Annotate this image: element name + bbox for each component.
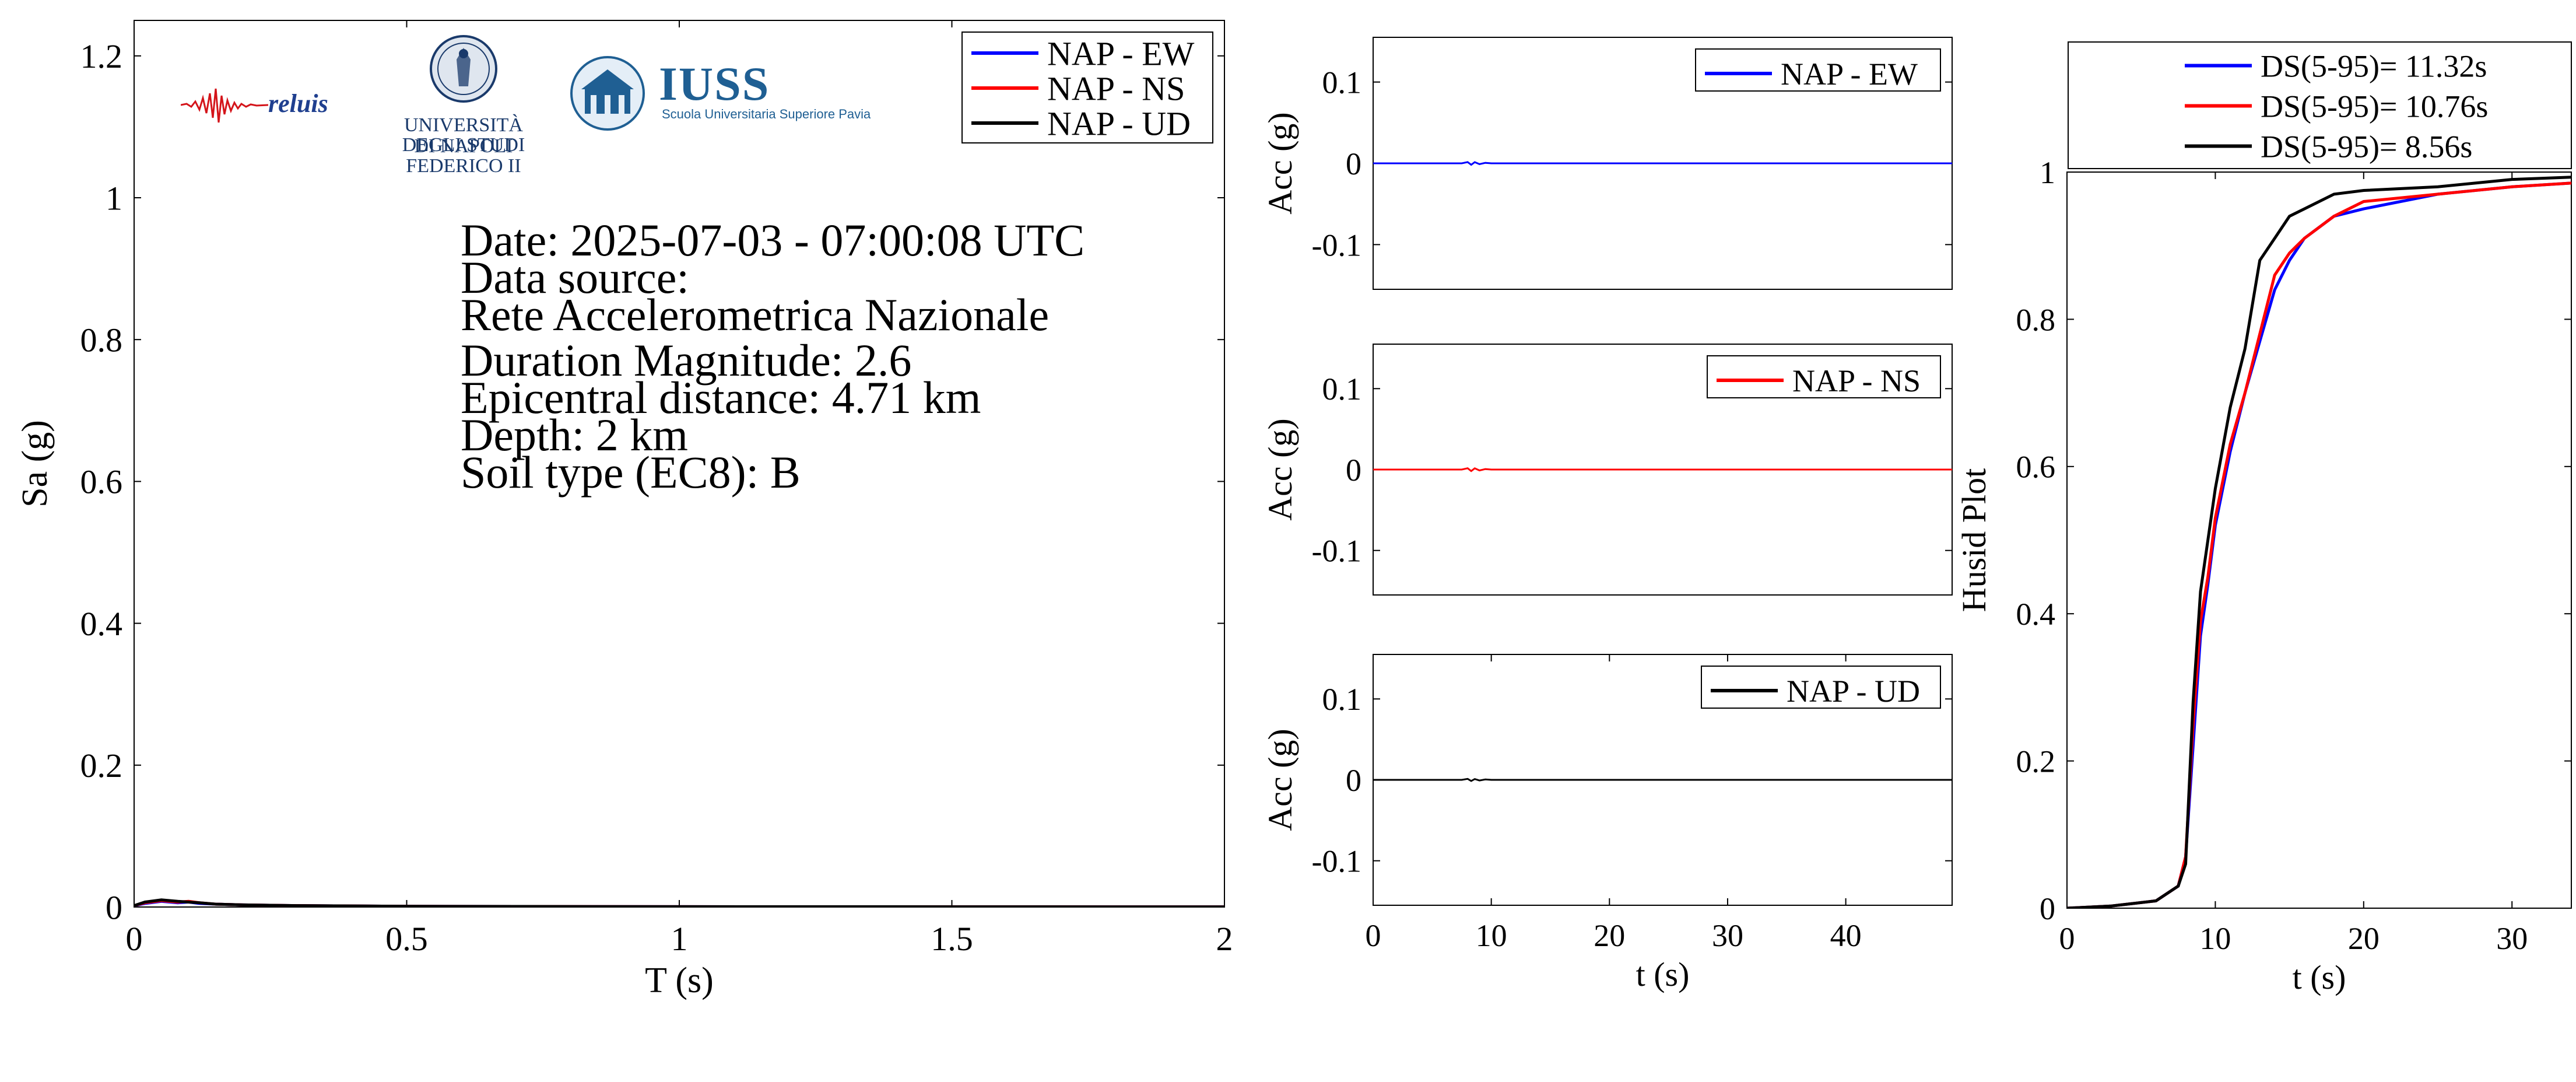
y-tick-label: 0.1	[1322, 65, 1362, 100]
x-tick-label: 0	[2059, 921, 2075, 956]
y-tick-label: 0.1	[1322, 682, 1362, 717]
legend-label: NAP - EW	[1781, 57, 1918, 92]
y-tick-label: -0.1	[1312, 844, 1361, 879]
y-tick-label: 0.6	[80, 463, 123, 501]
university-seal-icon	[430, 35, 497, 103]
reluis-wordmark: reluis	[268, 89, 328, 118]
iuss-wordmark: IUSS	[659, 57, 770, 110]
unina-name-line1: UNIVERSITÀ DEGLI STUDI	[402, 114, 525, 156]
x-tick-label: 10	[1476, 918, 1507, 953]
legend-label: NAP - NS	[1047, 69, 1185, 107]
y-tick-label: 0.8	[2016, 302, 2056, 337]
legend-label: NAP - NS	[1792, 363, 1921, 398]
iuss-logo: IUSS Scuola Universitaria Superiore Pavi…	[568, 55, 883, 131]
y-tick-label: 0.8	[80, 321, 123, 359]
x-tick-label: 20	[1594, 918, 1625, 953]
y-tick-label: 0.2	[2016, 744, 2056, 779]
y-tick-label: 0.4	[80, 605, 123, 643]
x-tick-label: 0	[126, 920, 143, 958]
legend-box	[2068, 41, 2572, 169]
x-axis-label: t (s)	[2293, 958, 2346, 996]
y-tick-label: 1	[106, 179, 122, 217]
x-axis-label: t (s)	[1636, 955, 1690, 993]
y-tick-label: 0.1	[1322, 372, 1362, 407]
response-spectrum-panel: 0 0.2 0.4 0.6 0.8 1 1.2 0 0.5 1 1.5 2 T (s) Sa (g) NAP…	[15, 20, 1233, 1000]
data-source-name: Rete Accelerometrica Nazionale	[461, 289, 1050, 340]
epicentral-distance: Epicentral distance: 4.71 km	[461, 372, 981, 423]
soil-type: Soil type (EC8): B	[461, 447, 801, 498]
y-tick-label: -0.1	[1312, 534, 1361, 569]
y-tick-label: 0	[106, 888, 122, 926]
plot-area	[134, 20, 1225, 908]
series-line-3	[134, 898, 1224, 907]
y-tick-label: 0.2	[80, 747, 123, 785]
y-tick-label: 0	[1346, 146, 1361, 181]
husid-plot-panel: 00.20.40.60.810 10 20 30t (s)Husid PlotDS(5…	[1955, 41, 2572, 996]
iuss-building-icon	[570, 56, 645, 131]
unina-name-line2: DI NAPOLI FEDERICO II	[406, 135, 521, 177]
y-axis-label: Acc (g)	[1261, 418, 1299, 521]
legend-box	[1695, 48, 1941, 92]
x-axis-label: T (s)	[645, 961, 714, 1000]
x-tick-label: 0.5	[385, 920, 428, 958]
y-tick-label: 0.4	[2016, 597, 2056, 632]
y-tick-label: -0.1	[1312, 227, 1361, 262]
y-tick-label: 0.6	[2016, 450, 2056, 485]
series-line-1	[1373, 161, 1952, 166]
event-info: Date: 2025-07-03 - 07:00:08 UTC Data sou…	[461, 215, 1219, 498]
legend-label: NAP - UD	[1047, 104, 1191, 142]
legend-label: DS(5-95)= 8.56s	[2261, 129, 2472, 164]
legend-label: NAP - UD	[1787, 674, 1920, 709]
x-tick-label: 10	[2199, 921, 2231, 956]
x-tick-label: 40	[1830, 918, 1862, 953]
y-axis-label: Sa (g)	[15, 420, 55, 507]
accelerogram-ew-panel: 0.1 0 -0.1 Acc (g) NAP - EW	[1261, 37, 1953, 290]
y-tick-label: 0	[1346, 453, 1361, 488]
data-source-label: Data source:	[461, 252, 689, 303]
legend-box	[1701, 666, 1941, 709]
y-tick-label: 0	[1346, 763, 1361, 798]
legend: NAP - NS	[1707, 355, 1941, 398]
y-tick-label: 1	[2040, 155, 2055, 190]
legend: NAP - EW	[1695, 48, 1941, 92]
x-tick-label: 30	[1712, 918, 1743, 953]
x-tick-label: 2	[1216, 920, 1233, 958]
event-magnitude: Duration Magnitude: 2.6	[461, 335, 912, 386]
series-line-1	[1373, 778, 1952, 782]
reluis-logo: reluis	[180, 76, 367, 134]
legend-box	[1707, 355, 1941, 398]
x-tick-label: 1.5	[931, 920, 973, 958]
y-tick-label: 1.2	[80, 37, 123, 75]
plot-area	[2066, 171, 2572, 909]
x-tick-label: 20	[2348, 921, 2380, 956]
y-axis-label: Acc (g)	[1261, 112, 1299, 215]
seismogram-icon	[180, 88, 269, 123]
event-depth: Depth: 2 km	[461, 409, 688, 460]
x-tick-label: 0	[1366, 918, 1381, 953]
legend-label: DS(5-95)= 10.76s	[2261, 89, 2488, 124]
legend: NAP - UD	[1701, 666, 1941, 709]
series-line-3	[2067, 176, 2571, 908]
legend-label: NAP - EW	[1047, 34, 1195, 72]
legend-label: DS(5-95)= 11.32s	[2261, 48, 2487, 83]
accelerogram-ns-panel: 0.1 0 -0.1 Acc (g) NAP - NS	[1261, 344, 1953, 596]
x-tick-label: 30	[2496, 921, 2528, 956]
legend: DS(5-95)= 11.32s DS(5-95)= 10.76s DS(5-95)…	[2068, 41, 2572, 169]
accelerogram-ud-panel: 0.1 0 -0.1 0 10 20 30 40 t (s) Acc (g) NAP - UD	[1261, 654, 1953, 993]
series-line-1	[1373, 467, 1952, 472]
event-date: Date: 2025-07-03 - 07:00:08 UTC	[461, 215, 1085, 265]
y-tick-label: 0	[2040, 891, 2055, 926]
y-axis-label: Acc (g)	[1261, 729, 1299, 831]
x-tick-label: 1	[671, 920, 688, 958]
iuss-subtitle: Scuola Universitaria Superiore Pavia	[662, 107, 871, 121]
y-axis-label: Husid Plot	[1955, 468, 1993, 612]
unina-logo: UNIVERSITÀ DEGLI STUDI DI NAPOLI FEDERIC…	[376, 34, 551, 176]
